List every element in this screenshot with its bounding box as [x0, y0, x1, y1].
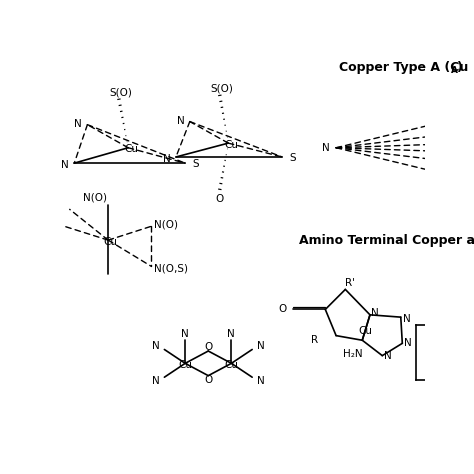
Text: N: N	[384, 351, 392, 361]
Text: Cu: Cu	[224, 140, 238, 150]
Text: S: S	[289, 153, 296, 163]
Text: O: O	[216, 193, 224, 203]
Text: S(O): S(O)	[210, 83, 233, 93]
Text: O: O	[204, 375, 212, 385]
Text: R: R	[311, 335, 319, 345]
Text: Copper Type A (Cu: Copper Type A (Cu	[339, 61, 468, 74]
Text: N: N	[404, 338, 411, 348]
Text: N: N	[61, 160, 69, 170]
Text: R': R'	[345, 278, 355, 288]
Text: Cu: Cu	[178, 360, 192, 370]
Text: N: N	[257, 376, 264, 386]
Text: N: N	[322, 143, 330, 153]
Text: N: N	[257, 341, 264, 351]
Text: Amino Terminal Copper a: Amino Terminal Copper a	[299, 234, 474, 246]
Text: N: N	[403, 314, 411, 324]
Text: N: N	[228, 329, 235, 339]
Text: N: N	[152, 376, 160, 386]
Text: ): )	[457, 61, 463, 74]
Text: N: N	[371, 308, 379, 318]
Text: N: N	[177, 116, 184, 126]
Text: N: N	[163, 154, 171, 164]
Text: N(O): N(O)	[82, 193, 107, 203]
Text: S: S	[192, 159, 199, 169]
Text: N(O,S): N(O,S)	[155, 264, 188, 273]
Text: H₂N: H₂N	[343, 349, 363, 359]
Text: N: N	[181, 329, 189, 339]
Text: Cu: Cu	[358, 326, 373, 336]
Text: S(O): S(O)	[109, 87, 132, 97]
Text: Cu: Cu	[124, 144, 138, 154]
Text: Cu: Cu	[103, 237, 118, 247]
Text: N: N	[152, 341, 160, 351]
Text: N(O): N(O)	[155, 220, 178, 230]
Text: N: N	[74, 119, 82, 129]
Text: O: O	[279, 304, 287, 314]
Text: Cu: Cu	[224, 360, 238, 370]
Text: O: O	[204, 342, 212, 352]
Text: A: A	[451, 66, 458, 75]
